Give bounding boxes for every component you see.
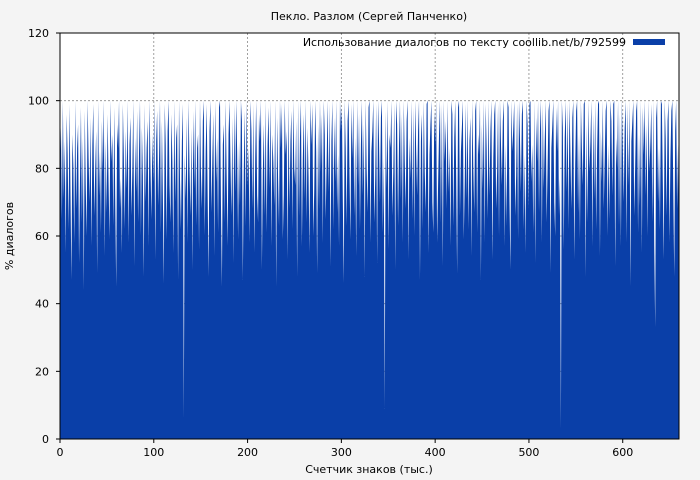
legend: Использование диалогов по тексту coollib…: [303, 36, 665, 49]
y-tick-label: 60: [35, 230, 49, 243]
x-tick-label: 200: [237, 446, 258, 459]
x-tick-label: 0: [57, 446, 64, 459]
x-tick-label: 400: [425, 446, 446, 459]
x-tick-label: 300: [331, 446, 352, 459]
x-tick-label: 600: [612, 446, 633, 459]
chart-title: Пекло. Разлом (Сергей Панченко): [271, 10, 467, 23]
y-tick-label: 100: [28, 95, 49, 108]
x-tick-label: 500: [518, 446, 539, 459]
y-tick-label: 20: [35, 365, 49, 378]
x-axis-ticks: 0 100 200 300 400 500 600: [57, 439, 633, 459]
x-axis-label: Счетчик знаков (тыс.): [305, 463, 433, 476]
y-axis-label: % диалогов: [3, 202, 16, 270]
y-axis-ticks: 0 20 40 60 80 100 120: [28, 27, 60, 446]
y-tick-label: 80: [35, 162, 49, 175]
legend-label: Использование диалогов по тексту coollib…: [303, 36, 626, 49]
series-area: [60, 100, 679, 440]
legend-swatch: [633, 39, 665, 45]
y-tick-label: 0: [42, 433, 49, 446]
x-tick-label: 100: [143, 446, 164, 459]
y-tick-label: 40: [35, 298, 49, 311]
y-tick-label: 120: [28, 27, 49, 40]
